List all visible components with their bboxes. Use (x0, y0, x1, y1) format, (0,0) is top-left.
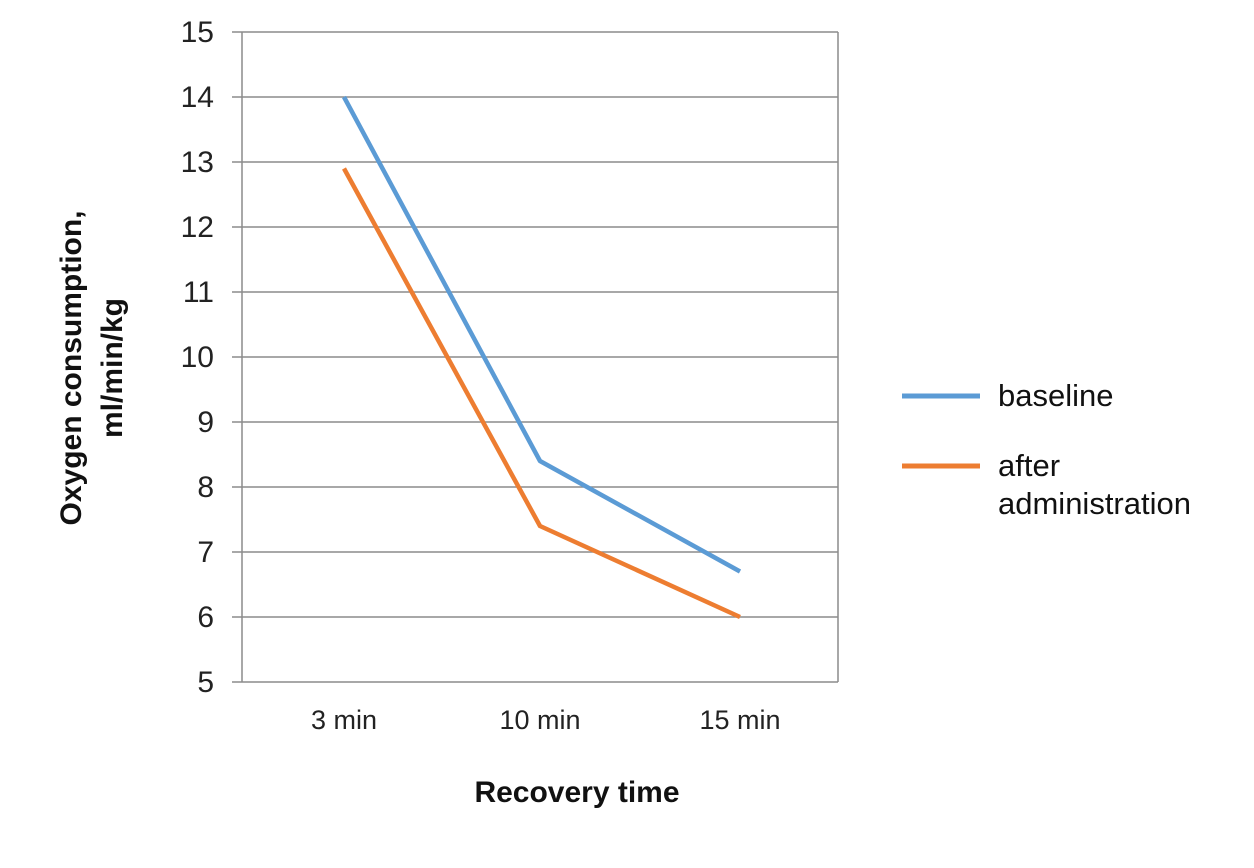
legend: baseline after administration (902, 378, 1191, 521)
y-tick-label: 6 (197, 601, 214, 634)
x-tick-label: 15 min (699, 705, 780, 735)
legend-label-after-line-1: after (998, 448, 1060, 483)
gridlines (232, 31, 839, 683)
y-tick-label: 12 (181, 211, 214, 244)
y-axis-ticks: 5 6 7 8 9 10 11 12 13 14 15 (181, 16, 214, 699)
x-tick-label: 10 min (499, 705, 580, 735)
y-axis-title-line-1: Oxygen consumption, (55, 210, 88, 525)
y-axis-title: Oxygen consumption, ml/min/kg (55, 210, 129, 525)
y-tick-label: 13 (181, 146, 214, 179)
y-tick-label: 9 (197, 406, 214, 439)
series-line-baseline (342, 95, 742, 574)
y-tick-label: 5 (197, 666, 214, 699)
y-tick-label: 14 (181, 81, 214, 114)
y-axis-title-line-2: ml/min/kg (96, 298, 129, 438)
y-tick-label: 10 (181, 341, 214, 374)
x-tick-label: 3 min (311, 705, 377, 735)
series-lines (342, 95, 742, 620)
y-tick-label: 15 (181, 16, 214, 49)
legend-label-after-line-2: administration (998, 486, 1191, 521)
x-axis-ticks: 3 min 10 min 15 min (311, 705, 781, 735)
x-axis-title: Recovery time (474, 776, 679, 809)
y-tick-label: 7 (197, 536, 214, 569)
y-tick-label: 8 (197, 471, 214, 504)
y-tick-label: 11 (183, 276, 214, 309)
series-line-after-administration (342, 167, 741, 620)
legend-label-baseline: baseline (998, 378, 1113, 413)
